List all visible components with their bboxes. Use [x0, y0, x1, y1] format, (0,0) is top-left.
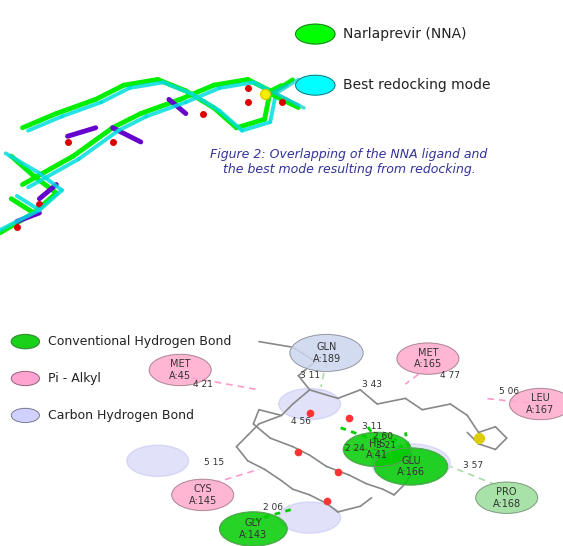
Text: PRO
A:168: PRO A:168: [493, 487, 521, 508]
Text: Conventional Hydrogen Bond: Conventional Hydrogen Bond: [48, 335, 231, 348]
Circle shape: [11, 408, 39, 423]
Text: CYS
A:145: CYS A:145: [189, 484, 217, 506]
Circle shape: [172, 479, 234, 511]
Text: 3 21: 3 21: [376, 441, 396, 450]
Text: HIS
A:41: HIS A:41: [366, 438, 388, 460]
Text: LEU
A:167: LEU A:167: [526, 393, 555, 415]
Text: Figure 2: Overlapping of the NNA ligand and
the best mode resulting from redocki: Figure 2: Overlapping of the NNA ligand …: [211, 147, 488, 176]
Text: 2 60: 2 60: [373, 432, 393, 441]
Circle shape: [11, 371, 39, 385]
Text: 4 21: 4 21: [193, 379, 213, 389]
Circle shape: [149, 354, 211, 385]
Circle shape: [296, 75, 335, 95]
Circle shape: [397, 343, 459, 374]
Text: MET
A:45: MET A:45: [169, 359, 191, 381]
Circle shape: [127, 445, 189, 477]
Text: 2 06: 2 06: [263, 503, 283, 512]
Text: Carbon Hydrogen Bond: Carbon Hydrogen Bond: [48, 409, 194, 422]
Circle shape: [476, 482, 538, 513]
Text: GLN
A:189: GLN A:189: [312, 342, 341, 364]
Text: 5 15: 5 15: [204, 458, 224, 467]
Circle shape: [510, 388, 563, 420]
Text: Narlaprevir (NNA): Narlaprevir (NNA): [343, 27, 467, 41]
Text: 5 06: 5 06: [499, 387, 520, 396]
Text: Pi - Alkyl: Pi - Alkyl: [48, 372, 101, 385]
Text: 2 24: 2 24: [345, 443, 365, 453]
Circle shape: [296, 24, 335, 44]
Circle shape: [372, 444, 450, 484]
Text: Best redocking mode: Best redocking mode: [343, 78, 491, 92]
Text: GLU
A:166: GLU A:166: [397, 456, 425, 477]
Text: GLY
A:143: GLY A:143: [239, 518, 267, 540]
Circle shape: [220, 512, 287, 546]
Text: 4 77: 4 77: [440, 371, 461, 380]
Circle shape: [279, 502, 341, 533]
Circle shape: [11, 335, 39, 349]
Text: 3 11: 3 11: [300, 371, 320, 380]
Circle shape: [374, 448, 448, 485]
Text: 3 11: 3 11: [361, 422, 382, 431]
Circle shape: [343, 432, 411, 466]
Text: 3 43: 3 43: [361, 379, 382, 389]
Text: 4 56: 4 56: [291, 417, 311, 425]
Circle shape: [279, 388, 341, 420]
Circle shape: [290, 335, 363, 371]
Text: 3 57: 3 57: [463, 461, 483, 470]
Text: MET
A:165: MET A:165: [414, 348, 442, 370]
